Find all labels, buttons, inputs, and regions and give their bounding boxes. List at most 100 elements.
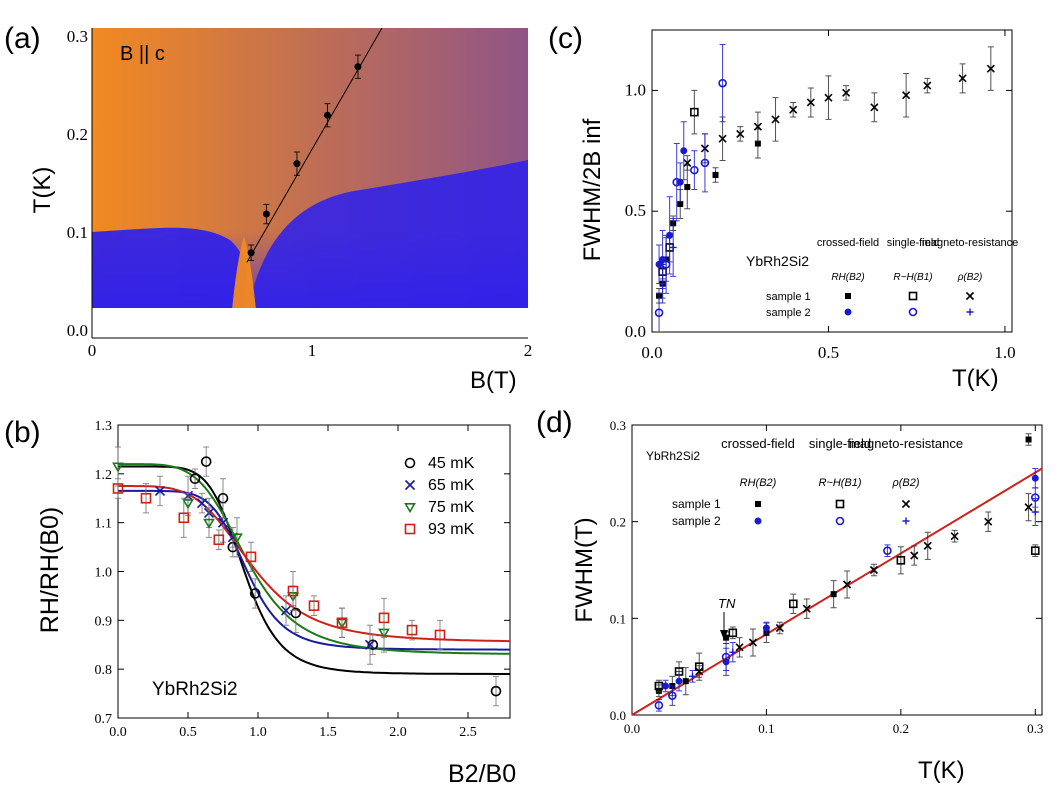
legend-c-col-0: crossed-field [817,237,879,249]
point-d-3-3 [762,624,770,632]
errorbar-b-3-2 [180,497,187,538]
tick-a-y-0.1: 0.1 [67,223,88,242]
legend-d: YbRh2Si2 crossed-field RH(B2) single-field R… [646,436,963,528]
point-d-2-2 [748,638,758,647]
legend-c-row-0: sample 1 [766,291,811,303]
legend-c-row-1: sample 2 [766,307,811,319]
point-c-4-0 [654,308,664,317]
point-d-4-3 [883,546,892,555]
heatmap-a [92,28,528,310]
point-c-4-5 [718,78,727,88]
point-c-2-12 [923,81,932,90]
legend-b-label-0: 45 mK [428,455,475,472]
tick-label-b-y-4: 1.1 [95,517,113,532]
sample-label-b-text: YbRh2Si2 [152,679,238,700]
annotation-b-parallel-c: B || c [120,43,165,65]
errorbar-c-1-2 [691,89,698,135]
series-c [654,43,995,332]
point-c-3-4 [680,147,688,155]
legend-d-sub-2: ρ(B2) [891,477,919,489]
legend-c-marker-1-0 [844,308,852,316]
point-d-3-4 [1031,474,1039,482]
point-a-4 [354,63,362,71]
tick-label-b-y-2: 0.9 [95,614,113,629]
point-b-3-0 [112,483,124,494]
errorbar-c-4-0 [656,292,663,332]
tick-label-d-x-2: 0.2 [893,721,909,736]
point-b-2-3 [231,533,243,544]
point-d-4-2 [721,652,731,662]
tick-a-y-0.3: 0.3 [67,27,88,46]
point-b-3-1 [140,492,152,504]
point-c-0-4 [677,200,684,207]
point-d-1-6 [1030,546,1040,555]
tick-label-d-x-3: 0.3 [1027,721,1043,736]
point-d-2-4 [802,604,811,613]
errorbar-d-1-4 [790,593,797,614]
errorbar-d-4-2 [723,642,730,672]
legend-b-marker-1 [404,479,416,491]
ylabel-a: T(K) [29,167,56,214]
legend-b: 45 mK 65 mK 75 mK 93 mK [404,455,475,538]
errorbar-b-0-7 [493,675,499,707]
point-a-0 [247,249,255,257]
point-d-3-1 [675,677,683,685]
tick-label-c-x-2: 1.0 [994,343,1015,362]
point-b-3-6 [308,600,320,611]
point-b-0-4 [249,588,261,599]
point-c-2-5 [771,115,780,124]
legend-d-marker-0-0 [755,501,761,507]
panel-d: (d) 0.0 0.1 0.2 0.3 0.0 0.1 0.2 0.3 YbRh2Si2 cro… [536,406,1043,784]
point-d-0-5 [830,591,837,598]
legend-d-sub-1: R~H(B1) [818,477,861,489]
point-d-2-9 [950,532,959,541]
point-b-3-10 [434,629,446,641]
tick-label-c-x-0: 0.0 [641,343,662,362]
legend-c-sub-0: RH(B2) [831,272,864,283]
panel-a-label: (a) [4,22,41,55]
tick-a-x-2: 2 [524,341,533,360]
panel-c: (c) 0.0 0.5 1.0 0.0 0.5 1.0 YbRh2Si2 crossed-f… [548,22,1018,392]
point-a-2 [293,160,301,168]
point-d-2-6 [869,565,879,575]
tick-label-d-x-0: 0.0 [624,721,640,736]
point-c-2-3 [736,129,745,138]
legend-d-sample: YbRh2Si2 [646,449,700,463]
sample-label-b: YbRh2Si2 [152,679,238,700]
panel-b: (b) 0.0 0.5 1.0 1.5 2.0 2.5 0.7 0.8 0.9 1.0 1.1 1.2… [4,416,516,788]
point-d-4-1 [668,691,677,700]
tick-label-d-y-2: 0.2 [610,515,626,530]
errorbar-b-3-6 [311,595,317,616]
point-c-2-11 [902,91,911,100]
fit-line-d [631,467,1043,716]
ylabel-c: FWHM/2B inf [579,118,606,261]
legend-c-sample: YbRh2Si2 [746,253,809,269]
tick-label-b-y-5: 1.2 [95,468,113,483]
fits-b [118,463,510,675]
tick-label-b-y-0: 0.7 [95,712,113,727]
errorbar-b-0-6 [369,634,376,656]
tick-label-d-y-3: 0.3 [610,418,626,433]
fit-curve-b-2 [118,463,510,655]
point-b-3-5 [287,585,299,597]
errorbar-b-3-1 [143,483,149,514]
point-b-2-2 [203,518,215,529]
legend-b-label-1: 65 mK [428,477,475,494]
panel-d-label: (d) [536,406,573,439]
errorbar-c-4-2 [673,143,680,222]
point-c-0-6 [712,171,719,178]
errorbar-b-3-10 [437,619,443,651]
legend-b-marker-2 [404,503,416,514]
errorbar-d-1-5 [897,546,904,575]
point-a-1 [262,210,270,218]
tn-arrow-head [720,630,728,640]
heatmap-qcp-notch [232,236,256,310]
point-b-0-5 [290,607,302,619]
point-d-1-4 [789,599,798,609]
ylabel-d: FWHM(T) [571,517,598,622]
legend-c: YbRh2Si2 crossed-field RH(B2) single-field R… [746,237,1018,319]
xlabel-b: B2/B0 [448,760,516,788]
point-d-2-7 [910,551,919,560]
errorbar-b-2-2 [206,507,212,538]
point-c-2-10 [870,103,879,112]
